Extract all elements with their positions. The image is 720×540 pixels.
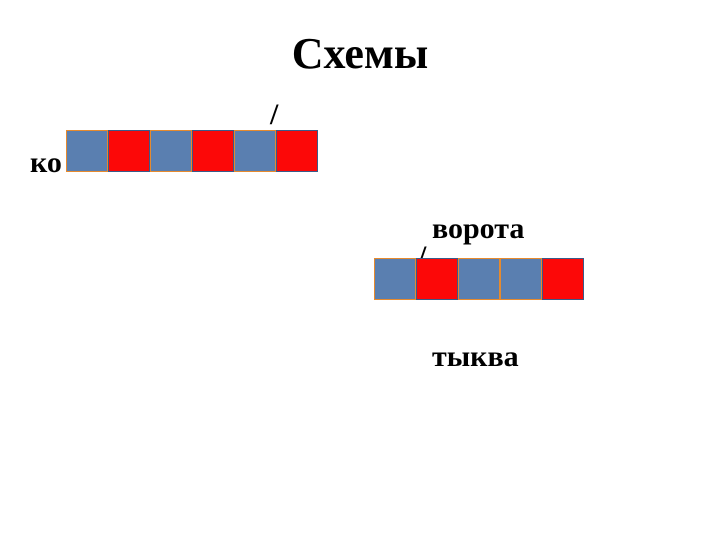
slide-stage: Схемы коворотатыква//: [0, 0, 720, 540]
scheme-cell: [66, 130, 108, 172]
scheme-cell: [458, 258, 500, 300]
scheme-cell: [374, 258, 416, 300]
stress-mark-stress1: /: [270, 98, 278, 132]
word-label-word2: ворота: [432, 212, 524, 246]
sound-scheme-scheme2: [374, 258, 584, 300]
scheme-cell: [500, 258, 542, 300]
scheme-cell: [150, 130, 192, 172]
scheme-cell: [416, 258, 458, 300]
scheme-cell: [234, 130, 276, 172]
scheme-cell: [192, 130, 234, 172]
sound-scheme-scheme1: [66, 130, 318, 172]
word-label-word3: тыква: [432, 340, 519, 374]
scheme-cell: [542, 258, 584, 300]
scheme-cell: [108, 130, 150, 172]
scheme-cell: [276, 130, 318, 172]
word-label-word1: ко: [30, 146, 62, 180]
slide-title: Схемы: [0, 28, 720, 79]
